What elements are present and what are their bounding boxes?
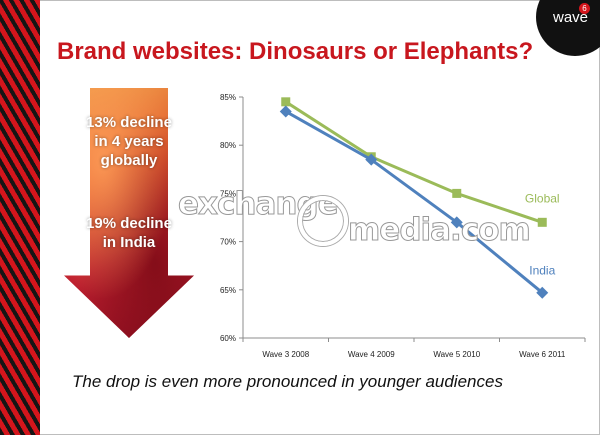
series-line-india — [285, 110, 544, 294]
y-tick-label: 65% — [220, 286, 236, 295]
data-point-global — [537, 217, 547, 227]
y-tick-label: 85% — [220, 93, 236, 102]
data-point-india — [279, 105, 292, 118]
data-point-global — [452, 188, 462, 198]
x-tick-label: Wave 3 2008 — [262, 350, 309, 359]
logo-badge: 6 — [579, 3, 590, 14]
line-chart: 85% 80% 75% 70% 65% 60% Wave 3 2008 Wave 4 2009… — [220, 93, 586, 359]
data-point-india — [450, 216, 463, 229]
y-tick-label: 60% — [220, 334, 236, 343]
series-label-global: Global — [525, 191, 560, 205]
x-tick-label: Wave 6 2011 — [519, 350, 566, 359]
x-tick-label: Wave 5 2010 — [433, 350, 480, 359]
x-tick-label: Wave 4 2009 — [348, 350, 395, 359]
logo-text: wave — [553, 9, 589, 26]
y-tick-label: 80% — [220, 141, 236, 150]
decline-arrow: 13% decline in 4 years globally 19% decl… — [64, 88, 194, 338]
footer-note: The drop is even more pronounced in youn… — [72, 372, 503, 391]
data-point-india — [365, 153, 378, 166]
global-decline-text: 13% decline in 4 years globally — [86, 114, 172, 169]
slide-title: Brand websites: Dinosaurs or Elephants? — [57, 38, 534, 65]
y-tick-label: 70% — [220, 238, 236, 247]
data-point-india — [536, 286, 549, 299]
series-label-india: India — [529, 264, 555, 278]
series-line-global — [284, 100, 543, 224]
y-tick-label: 75% — [220, 189, 236, 198]
india-decline-text: 19% decline in India — [86, 215, 172, 251]
data-point-global — [281, 97, 291, 107]
decorative-stripes — [0, 0, 40, 435]
